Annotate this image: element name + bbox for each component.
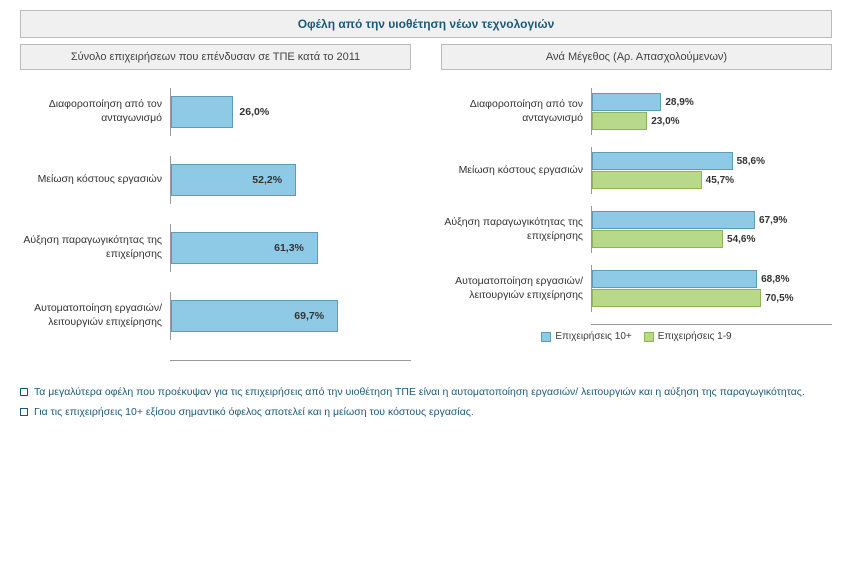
- bar-area: 69,7%: [170, 292, 411, 340]
- chart-row: Διαφοροποίηση από τον ανταγωνισμό 26,0%: [20, 88, 411, 136]
- bar-value: 70,5%: [765, 293, 793, 304]
- x-axis: [591, 324, 832, 325]
- bar-value: 61,3%: [274, 242, 304, 254]
- bar-fill: [171, 96, 233, 128]
- bar: 69,7%: [171, 300, 411, 332]
- bar: 58,6%: [592, 152, 733, 170]
- legend-swatch: [644, 332, 654, 342]
- bar-area: 61,3%: [170, 224, 411, 272]
- bar: 26,0%: [171, 96, 411, 128]
- chart-row: Αυτοματοποίηση εργασιών/ λειτουργιών επι…: [441, 265, 832, 312]
- legend-label: Επιχειρήσεις 1-9: [658, 331, 732, 342]
- bar-area: 68,8%70,5%: [591, 265, 832, 312]
- row-label: Αυτοματοποίηση εργασιών/ λειτουργιών επι…: [441, 275, 591, 302]
- bar-fill: [592, 152, 733, 170]
- bar-fill: [592, 93, 661, 111]
- bar-fill: [592, 112, 647, 130]
- chart-row: Μείωση κόστους εργασιών 52,2%: [20, 156, 411, 204]
- bar-value: 28,9%: [665, 97, 693, 108]
- row-label: Αύξηση παραγωγικότητας της επιχείρησης: [20, 234, 170, 261]
- bar-fill: [592, 289, 761, 307]
- row-label: Μείωση κόστους εργασιών: [20, 173, 170, 187]
- bar: 61,3%: [171, 232, 411, 264]
- bar-area: 58,6%45,7%: [591, 147, 832, 194]
- subtitle-row: Σύνολο επιχειρήσεων που επένδυσαν σε ΤΠΕ…: [20, 44, 832, 70]
- chart-row: Αυτοματοποίηση εργασιών/ λειτουργιών επι…: [20, 292, 411, 340]
- row-label: Αυτοματοποίηση εργασιών/ λειτουργιών επι…: [20, 302, 170, 329]
- left-chart: Διαφοροποίηση από τον ανταγωνισμό 26,0% Με…: [20, 88, 411, 361]
- bar: 45,7%: [592, 171, 702, 189]
- bar-value: 45,7%: [706, 175, 734, 186]
- bar: 68,8%: [592, 270, 757, 288]
- bar: 23,0%: [592, 112, 647, 130]
- bar-value: 54,6%: [727, 234, 755, 245]
- charts-container: Διαφοροποίηση από τον ανταγωνισμό 26,0% Με…: [20, 88, 832, 361]
- bullet-text: Τα μεγαλύτερα οφέλη που προέκυψαν για τι…: [34, 385, 805, 401]
- bar-value: 68,8%: [761, 274, 789, 285]
- bar-area: 26,0%: [170, 88, 411, 136]
- row-label: Αύξηση παραγωγικότητας της επιχείρησης: [441, 216, 591, 243]
- bar: 28,9%: [592, 93, 661, 111]
- legend-item: Επιχειρήσεις 10+: [541, 331, 631, 342]
- row-label: Διαφοροποίηση από τον ανταγωνισμό: [20, 98, 170, 125]
- bullet-item: Για τις επιχειρήσεις 10+ εξίσου σημαντικ…: [20, 405, 832, 421]
- bar-value: 26,0%: [239, 106, 269, 118]
- bar-value: 58,6%: [737, 156, 765, 167]
- bar-area: 28,9%23,0%: [591, 88, 832, 135]
- bar: 67,9%: [592, 211, 755, 229]
- bar-area: 52,2%: [170, 156, 411, 204]
- bullet-marker-icon: [20, 388, 28, 396]
- bar: 70,5%: [592, 289, 761, 307]
- chart-row: Αύξηση παραγωγικότητας της επιχείρησης 61…: [20, 224, 411, 272]
- bar-value: 52,2%: [252, 174, 282, 186]
- legend: Επιχειρήσεις 10+ Επιχειρήσεις 1-9: [441, 331, 832, 345]
- bullet-text: Για τις επιχειρήσεις 10+ εξίσου σημαντικ…: [34, 405, 474, 421]
- legend-label: Επιχειρήσεις 10+: [555, 331, 631, 342]
- bar-fill: [592, 270, 757, 288]
- bullet-list: Τα μεγαλύτερα οφέλη που προέκυψαν για τι…: [20, 385, 832, 421]
- legend-swatch: [541, 332, 551, 342]
- bullet-item: Τα μεγαλύτερα οφέλη που προέκυψαν για τι…: [20, 385, 832, 401]
- chart-row: Μείωση κόστους εργασιών58,6%45,7%: [441, 147, 832, 194]
- left-subtitle: Σύνολο επιχειρήσεων που επένδυσαν σε ΤΠΕ…: [20, 44, 411, 70]
- bar: 52,2%: [171, 164, 411, 196]
- bar-fill: [592, 171, 702, 189]
- bar-value: 67,9%: [759, 215, 787, 226]
- bar-fill: [592, 230, 723, 248]
- bar-area: 67,9%54,6%: [591, 206, 832, 253]
- bar: 54,6%: [592, 230, 723, 248]
- legend-item: Επιχειρήσεις 1-9: [644, 331, 732, 342]
- main-title: Οφέλη από την υιοθέτηση νέων τεχνολογιών: [20, 10, 832, 38]
- x-axis: [170, 360, 411, 361]
- right-chart: Διαφοροποίηση από τον ανταγωνισμό28,9%23…: [441, 88, 832, 361]
- bar-value: 69,7%: [294, 310, 324, 322]
- row-label: Διαφοροποίηση από τον ανταγωνισμό: [441, 98, 591, 125]
- bar-value: 23,0%: [651, 116, 679, 127]
- row-label: Μείωση κόστους εργασιών: [441, 164, 591, 178]
- chart-row: Διαφοροποίηση από τον ανταγωνισμό28,9%23…: [441, 88, 832, 135]
- right-subtitle: Ανά Μέγεθος (Αρ. Απασχολούμενων): [441, 44, 832, 70]
- chart-row: Αύξηση παραγωγικότητας της επιχείρησης67…: [441, 206, 832, 253]
- bullet-marker-icon: [20, 408, 28, 416]
- bar-fill: [592, 211, 755, 229]
